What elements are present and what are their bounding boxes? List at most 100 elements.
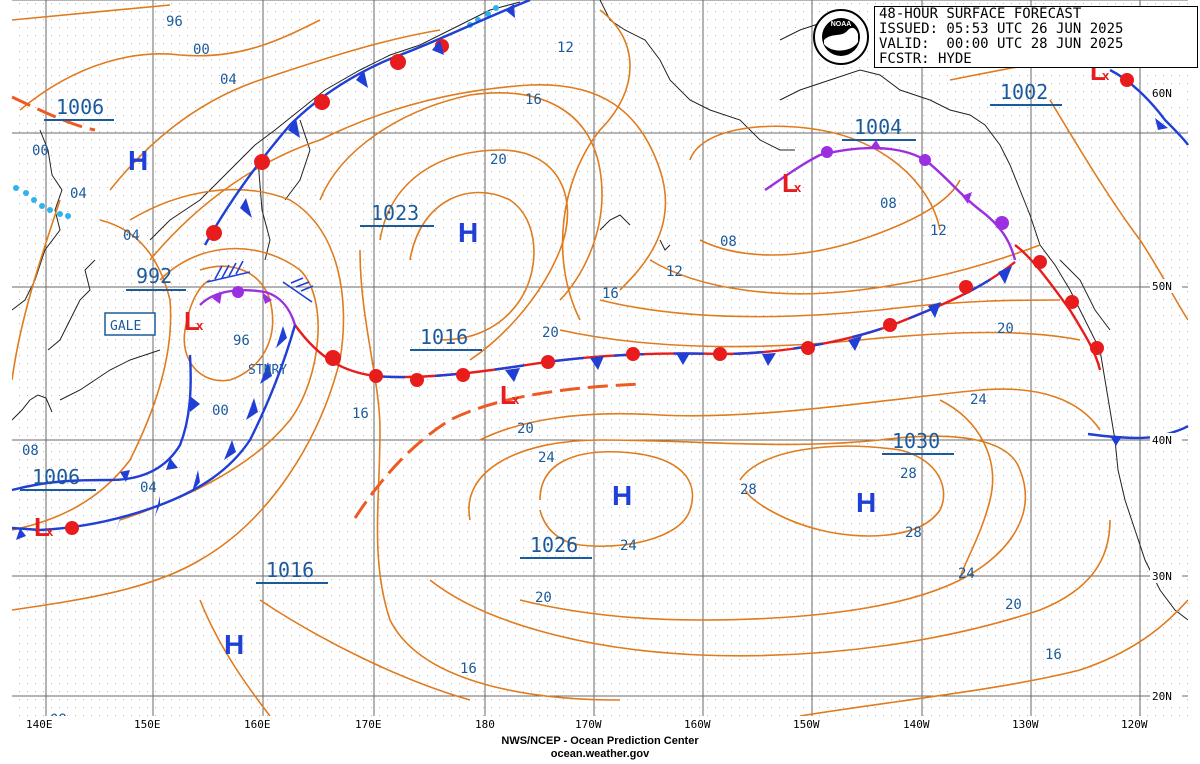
occluded-front-1004: [764, 140, 1017, 261]
longitude-label: 140E: [26, 718, 53, 731]
central-pressure: 1030: [892, 429, 940, 453]
central-pressure: 1006: [32, 465, 80, 489]
low-marker-x: x: [1102, 68, 1110, 83]
central-pressure: 1002: [1000, 80, 1048, 104]
isobar-label: 28: [900, 466, 917, 482]
isobar-label: 16: [602, 286, 619, 302]
low-center: L: [34, 512, 50, 542]
isobar-label: 04: [220, 72, 237, 88]
isobar-label: 16: [525, 92, 542, 108]
trough-line: [353, 382, 641, 519]
isobar-label: 16: [352, 406, 369, 422]
issued-time: ISSUED: 05:53 UTC 26 JUN 2025: [879, 21, 1124, 37]
stationary-label: STNRY: [248, 363, 287, 378]
cold-front-north: [203, 0, 531, 246]
isobar-label: 00: [212, 403, 229, 419]
central-pressure: 992: [136, 264, 172, 288]
low-marker-x: x: [46, 524, 54, 539]
isobar-label: 24: [970, 392, 987, 408]
high-center: H: [612, 480, 632, 511]
high-center: H: [458, 217, 478, 248]
latitude-label: 20N: [1152, 690, 1172, 703]
warning-labels: GALE STNRY: [104, 312, 287, 378]
low-marker-x: x: [794, 180, 802, 195]
longitude-label: 130W: [1012, 718, 1039, 731]
latitude-label: 60N: [1152, 87, 1172, 100]
latitude-label: 40N: [1152, 434, 1172, 447]
isobar-label: 20: [490, 152, 507, 168]
noaa-logo: NOAA: [813, 9, 869, 65]
isobar-label: 28: [740, 482, 757, 498]
forecast-info-box: 48-HOUR SURFACE FORECAST ISSUED: 05:53 U…: [874, 6, 1198, 68]
isobar-label: 16: [1045, 647, 1062, 663]
isobar-label: 16: [460, 661, 477, 677]
forecaster: FCSTR: HYDE: [879, 51, 972, 67]
isobar-label: 96: [233, 333, 250, 349]
isobar-label: 20: [535, 590, 552, 606]
longitude-label: 140W: [903, 718, 930, 731]
isobar-label: 20: [542, 325, 559, 341]
central-pressure: 1016: [420, 325, 468, 349]
isobar-label: 08: [880, 196, 897, 212]
central-pressure: 1006: [56, 95, 104, 119]
isobar-label: 08: [720, 234, 737, 250]
central-pressure: 1026: [530, 533, 578, 557]
central-pressure: 1023: [371, 201, 419, 225]
isobar-label: 96: [166, 14, 183, 30]
central-pressure: 1016: [266, 558, 314, 582]
footer-website[interactable]: ocean.weather.gov: [550, 748, 650, 760]
isobar-label: 00: [32, 143, 49, 159]
isobar-label: 04: [123, 228, 140, 244]
wind-barbs: [206, 260, 314, 303]
isobar-label: 12: [557, 40, 574, 56]
low-marker-x: x: [512, 392, 520, 407]
cold-front-1006: [11, 354, 200, 492]
occluded-front-992: [199, 286, 297, 326]
isobar-label: 12: [930, 223, 947, 239]
isobar-label: 04: [70, 186, 87, 202]
latitude-label: 30N: [1152, 570, 1172, 583]
troughs: [11, 95, 641, 519]
isobar-label: 28: [905, 525, 922, 541]
longitude-label: 150W: [793, 718, 820, 731]
longitude-label: 160W: [684, 718, 711, 731]
trough-line: [11, 95, 96, 132]
isobar-label: 08: [22, 443, 39, 459]
longitude-label: 170W: [575, 718, 602, 731]
isobar-label: 04: [140, 480, 157, 496]
high-center: H: [224, 629, 244, 660]
latitude-label: 50N: [1152, 280, 1172, 293]
valid-time: VALID: 00:00 UTC 28 JUN 2025: [879, 36, 1124, 52]
stationary-front: [294, 261, 1016, 387]
isobar-label: 24: [620, 538, 637, 554]
longitude-label: 180: [475, 718, 495, 731]
high-center: H: [128, 145, 148, 176]
isobar-label: 20: [1005, 597, 1022, 613]
isobar-label: 12: [666, 264, 683, 280]
forecast-title: 48-HOUR SURFACE FORECAST: [879, 6, 1082, 22]
isobar-label: 24: [958, 566, 975, 582]
low-marker-x: x: [196, 318, 204, 333]
isobar-label: 20: [517, 421, 534, 437]
longitude-label: 160E: [244, 718, 271, 731]
cold-front-992: [11, 324, 297, 540]
latitude-axis: 60N 50N 40N 30N 20N: [1150, 86, 1182, 703]
low-center: L: [184, 306, 200, 336]
longitude-label: 150E: [134, 718, 161, 731]
longitude-axis: 140E 150E 160E 170E 180 170W 160W 150W 1…: [26, 718, 1148, 731]
isobar-label: 20: [997, 321, 1014, 337]
isobar-label: 24: [538, 450, 555, 466]
longitude-label: 170E: [355, 718, 382, 731]
gale-warning-label: GALE: [110, 319, 141, 334]
cold-front-coast: [1014, 68, 1190, 371]
noaa-logo-text: NOAA: [831, 21, 852, 28]
central-pressure-values: 1006 1023 992 1016 1006 1016 1026 1030 1…: [20, 80, 1062, 584]
isobar-label: 00: [193, 42, 210, 58]
footer-agency: NWS/NCEP - Ocean Prediction Center: [501, 735, 699, 747]
low-center: L: [500, 380, 516, 410]
high-center: H: [856, 487, 876, 518]
low-center: L: [782, 168, 798, 198]
isobar-labels: 96 00 04 00 04 04 96 00 08 04 12 16 20 0…: [22, 14, 1062, 728]
